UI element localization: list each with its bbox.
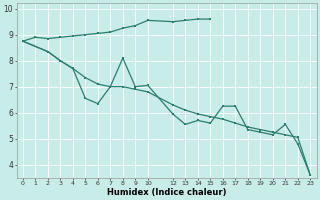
X-axis label: Humidex (Indice chaleur): Humidex (Indice chaleur) bbox=[107, 188, 226, 197]
